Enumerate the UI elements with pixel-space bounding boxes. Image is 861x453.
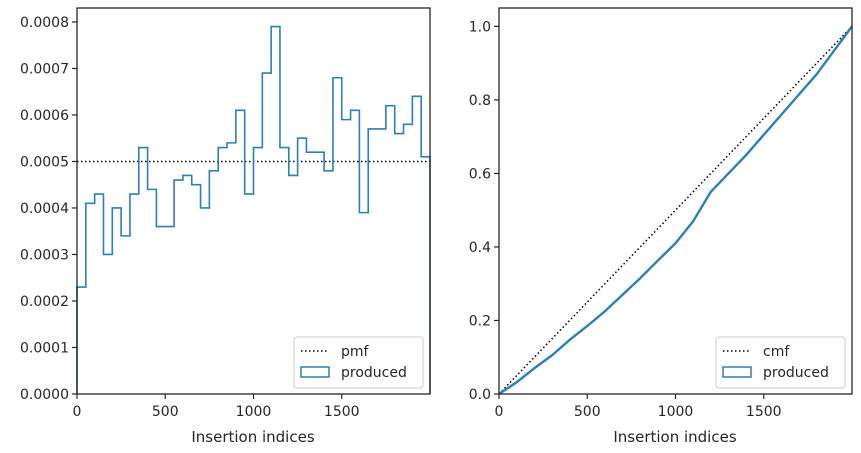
histogram-bin: [86, 203, 95, 394]
produced-histogram: [76, 25, 431, 394]
right-chart-panel: 0 500 1000 1500 0.0 0.2 0.4 0.6 0.8 1.0 Insertio…: [469, 7, 853, 446]
histogram-bin: [271, 27, 280, 394]
histogram-bin: [236, 110, 245, 394]
histogram-bin: [262, 73, 271, 394]
y-tick-label: 1.0: [469, 19, 491, 35]
histogram-bin: [245, 194, 254, 394]
produced-point: [763, 134, 765, 136]
y-tick-label: 0.6: [469, 166, 491, 182]
histogram-bin: [174, 180, 183, 394]
y-tick-label: 0.0: [469, 387, 491, 403]
y-tick-label: 0.0002: [20, 294, 69, 310]
histogram-bin: [218, 148, 227, 394]
produced-point: [833, 49, 835, 51]
produced-point: [622, 294, 624, 296]
y-tick-label: 0.0004: [20, 201, 69, 217]
y-tick-label: 0.0003: [20, 247, 69, 263]
histogram-bin: [156, 227, 165, 394]
produced-point: [798, 93, 800, 95]
right-x-axis-label: Insertion indices: [613, 428, 736, 446]
histogram-bin: [103, 254, 112, 394]
produced-point: [657, 260, 659, 262]
produced-point: [816, 73, 818, 75]
x-tick-label: 0: [73, 404, 82, 420]
produced-point: [533, 367, 535, 369]
produced-point: [569, 339, 571, 341]
histogram-bin: [77, 287, 86, 394]
left-chart-panel: 0 500 1000 1500 0.0000 0.0001 0.0002 0.0003 0.0…: [20, 7, 431, 446]
histogram-bin: [139, 148, 148, 394]
produced-point: [780, 114, 782, 116]
y-tick-label: 0.0001: [20, 340, 69, 356]
histogram-bin: [112, 208, 121, 394]
histogram-bin: [148, 189, 157, 394]
produced-point: [675, 242, 676, 244]
histogram-bin: [209, 171, 218, 394]
histogram-bin: [165, 227, 174, 394]
y-tick-label: 0.0008: [20, 15, 69, 31]
x-tick-label: 500: [574, 404, 601, 420]
y-tick-label: 0.4: [469, 240, 491, 256]
y-tick-label: 0.2: [469, 313, 491, 329]
histogram-bin: [280, 148, 289, 394]
x-tick-label: 0: [495, 404, 504, 420]
left-legend: pmf produced: [293, 336, 424, 389]
y-tick-label: 0.0006: [20, 108, 69, 124]
y-tick-label: 0.0005: [20, 154, 69, 170]
histogram-bin: [192, 185, 201, 394]
produced-point: [551, 354, 553, 356]
right-plot-frame: [498, 7, 853, 395]
produced-point: [604, 310, 606, 312]
left-legend-produced-swatch: [300, 366, 330, 378]
produced-point: [516, 381, 518, 383]
left-legend-produced-label: produced: [341, 365, 407, 381]
x-tick-label: 500: [152, 404, 179, 420]
right-legend-produced-label: produced: [763, 365, 829, 381]
right-legend-produced-swatch: [722, 366, 752, 378]
histogram-bin: [121, 236, 130, 394]
x-tick-label: 1500: [324, 404, 360, 420]
left-x-axis-label: Insertion indices: [191, 428, 314, 446]
x-tick-label: 1000: [658, 404, 694, 420]
produced-point: [586, 325, 588, 327]
right-legend-cmf-label: cmf: [763, 344, 790, 360]
y-tick-label: 0.8: [469, 93, 491, 109]
produced-point: [692, 220, 694, 222]
histogram-bin: [130, 194, 139, 394]
left-legend-pmf-label: pmf: [341, 344, 370, 360]
cmf-line: [498, 25, 853, 395]
produced-point: [745, 154, 747, 156]
x-tick-label: 1500: [746, 404, 782, 420]
histogram-bin: [227, 143, 236, 394]
histogram-bin: [201, 208, 210, 394]
left-legend-box: [293, 336, 424, 389]
right-legend-box: [715, 336, 846, 389]
histogram-bin: [254, 148, 263, 394]
right-legend: cmf produced: [715, 336, 846, 389]
histogram-bin: [183, 175, 192, 394]
y-tick-label: 0.0000: [20, 387, 69, 403]
produced-point: [710, 191, 712, 193]
produced-point: [639, 277, 641, 279]
x-tick-label: 1000: [236, 404, 272, 420]
histogram-bin: [95, 194, 104, 394]
produced-point: [727, 172, 729, 174]
y-tick-label: 0.0007: [20, 61, 69, 77]
